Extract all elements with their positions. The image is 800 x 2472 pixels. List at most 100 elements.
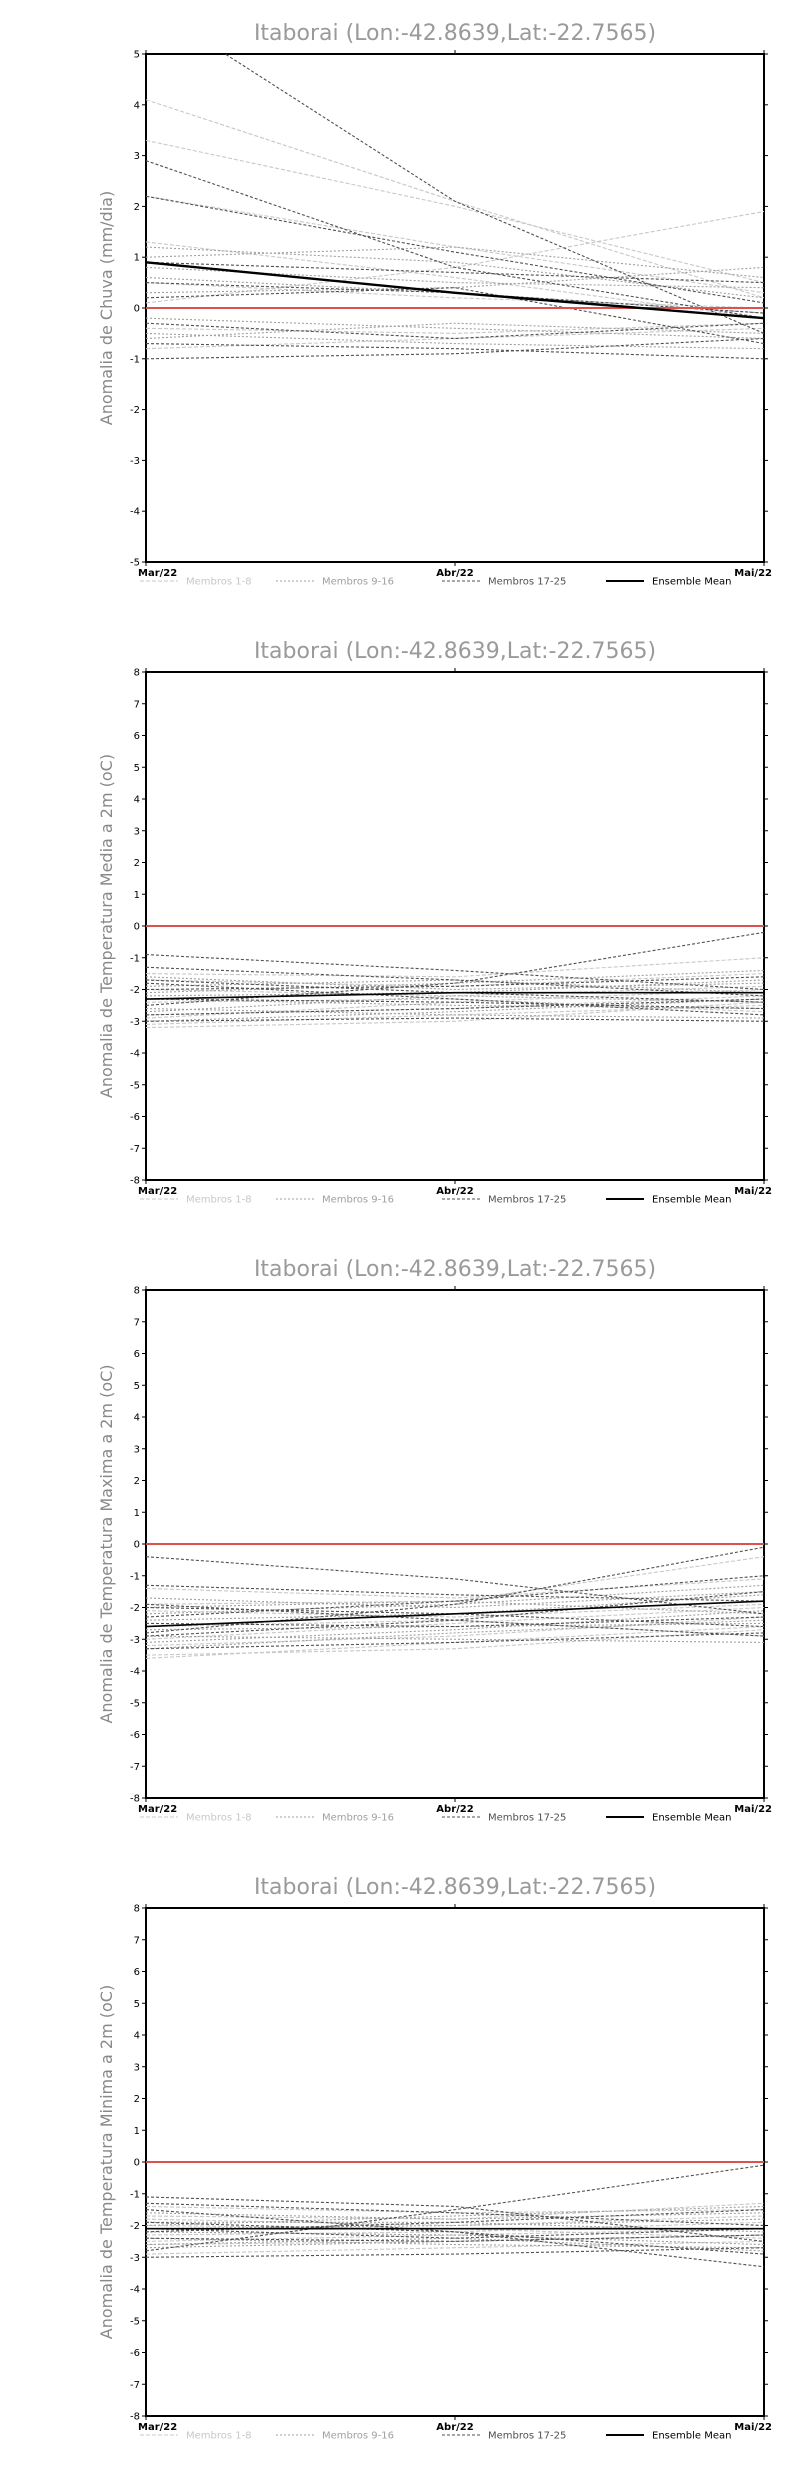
y-tick-label: 2 (134, 2094, 140, 2105)
x-tick-label: Abr/22 (436, 568, 473, 579)
series-line-member (146, 322, 764, 340)
y-tick-label: 3 (134, 2062, 140, 2073)
series-line-member (146, 1616, 764, 1647)
y-tick-label: -4 (130, 1667, 140, 1678)
series-line-member (146, 2221, 764, 2236)
y-axis-label: Anomalia de Temperatura Media a 2m (oC) (97, 754, 116, 1098)
legend-label: Membros 17-25 (488, 2431, 566, 2442)
series-line-member (146, 1619, 764, 1637)
series-line-member (146, 976, 764, 991)
series-line-member (146, 343, 764, 360)
series-line-member (146, 1556, 764, 1615)
series-line-ensemble-mean (146, 261, 764, 320)
series-line-member (146, 322, 764, 340)
y-tick-label: -3 (130, 1017, 140, 1028)
legend-label: Membros 17-25 (488, 1195, 566, 1206)
series-line-member (146, 1600, 764, 1615)
series-line-ensemble-mean (146, 1600, 764, 1628)
y-tick-label: 3 (134, 151, 140, 162)
x-tick-label: Mar/22 (138, 1804, 177, 1815)
x-tick-label: Mai/22 (734, 568, 772, 579)
series-group (146, 1543, 764, 1659)
y-tick-label: 5 (134, 50, 140, 61)
series-line-member (146, 976, 764, 991)
series-line-member (146, 1603, 764, 1637)
chart-panel-3: Itaborai (Lon:-42.8639,Lat:-22.7565) Anom… (97, 1257, 772, 1824)
y-tick-label: -4 (130, 2285, 140, 2296)
series-line-member (146, 2234, 764, 2249)
series-line-member (146, 998, 764, 1010)
series-line-member (146, 1591, 764, 1609)
legend-label: Ensemble Mean (652, 2431, 731, 2442)
legend-label: Membros 1-8 (186, 1813, 252, 1824)
y-tick-label: 1 (134, 1508, 140, 1519)
series-line-member (146, 973, 764, 987)
legend-label: Membros 9-16 (322, 2431, 394, 2442)
series-line-member (146, 266, 764, 294)
series-line-member (146, 2209, 764, 2233)
chart-panel-2: Itaborai (Lon:-42.8639,Lat:-22.7565) Anom… (97, 639, 772, 1206)
y-tick-label: 8 (134, 668, 140, 679)
y-tick-label: -8 (130, 1176, 140, 1187)
series-line-member (146, 322, 764, 334)
series-line-member (146, 1584, 764, 1602)
x-tick-label: Abr/22 (436, 2422, 473, 2433)
y-tick-label: 7 (134, 699, 140, 710)
y-tick-label: 2 (134, 1476, 140, 1487)
y-tick-label: 0 (134, 304, 140, 315)
series-line-member (146, 195, 764, 304)
legend-label: Membros 17-25 (488, 577, 566, 588)
y-tick-label: -1 (130, 953, 140, 964)
y-tick-label: 8 (134, 1286, 140, 1297)
series-line-member (146, 1606, 764, 1628)
series-line-member (146, 337, 764, 360)
series-line-member (146, 1546, 764, 1634)
series-line-member (146, 2228, 764, 2239)
series-line-member (146, 139, 764, 284)
y-tick-label: 3 (134, 1444, 140, 1455)
y-tick-label: -4 (130, 1049, 140, 1060)
legend-label: Membros 17-25 (488, 1813, 566, 1824)
x-tick-label: Abr/22 (436, 1804, 473, 1815)
legend-label: Ensemble Mean (652, 1813, 731, 1824)
y-tick-label: -2 (130, 2221, 140, 2232)
y-tick-label: 4 (134, 100, 140, 111)
series-line-member (146, 195, 764, 294)
series-line-member (146, 979, 764, 1003)
series-line-member (146, 1603, 764, 1618)
chart-title: Itaborai (Lon:-42.8639,Lat:-22.7565) (254, 1875, 656, 1900)
y-tick-label: 7 (134, 1935, 140, 1946)
chart-title: Itaborai (Lon:-42.8639,Lat:-22.7565) (254, 21, 656, 46)
x-tick-label: Abr/22 (436, 1186, 473, 1197)
y-tick-label: -5 (130, 1080, 140, 1091)
y-tick-label: 8 (134, 1904, 140, 1915)
series-line-member (146, 241, 764, 319)
series-line-member (146, 1635, 764, 1643)
series-line-member (146, 998, 764, 1010)
y-tick-label: -4 (130, 507, 140, 518)
series-line-member (146, 1591, 764, 1637)
y-tick-label: 5 (134, 1999, 140, 2010)
series-line-member (146, 988, 764, 1019)
series-line-member (146, 998, 764, 1013)
series-line-member (146, 1632, 764, 1650)
legend-label: Membros 9-16 (322, 1813, 394, 1824)
legend-label: Membros 1-8 (186, 2431, 252, 2442)
x-tick-label: Mar/22 (138, 2422, 177, 2433)
y-tick-label: -5 (130, 1698, 140, 1709)
series-group (146, 54, 764, 360)
legend-label: Membros 9-16 (322, 577, 394, 588)
legend-label: Ensemble Mean (652, 1195, 731, 1206)
series-line-member (146, 332, 764, 350)
series-line-member (146, 2231, 764, 2246)
y-tick-label: -1 (130, 2189, 140, 2200)
series-line-member (146, 1616, 764, 1628)
series-line-member (146, 2212, 764, 2220)
x-tick-label: Mai/22 (734, 2422, 772, 2433)
y-tick-label: -3 (130, 1635, 140, 1646)
series-line-member (146, 2240, 764, 2255)
series-line-member (146, 2237, 764, 2252)
y-tick-label: -1 (130, 1571, 140, 1582)
